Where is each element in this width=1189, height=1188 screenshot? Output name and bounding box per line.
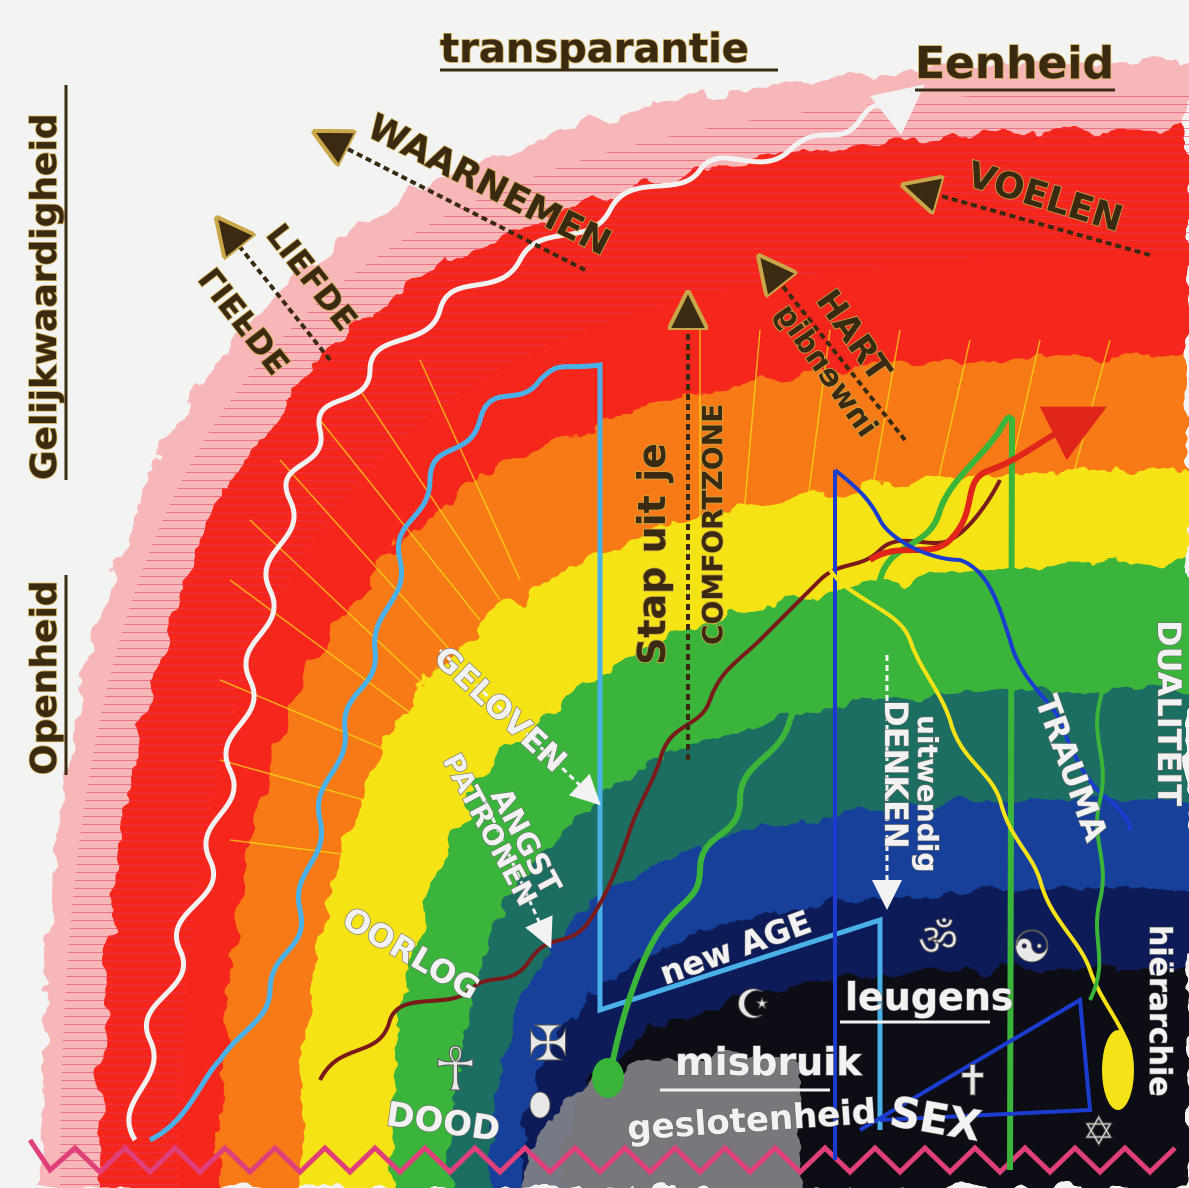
green-drip (592, 1058, 624, 1098)
label-eenheid: Eenheid (915, 38, 1114, 89)
label-gelijkwaardigheid: Gelijkwaardigheid (24, 113, 65, 480)
label-uitwendig: uitwendig (911, 715, 944, 872)
label-dualiteit: DUALITEIT (1150, 620, 1188, 806)
label-hierarchie: hiërarchie (1142, 925, 1177, 1097)
liefde-arrow (228, 232, 332, 362)
yellow-line (828, 568, 1132, 1051)
latin-cross-icon: ✝ (955, 1056, 990, 1105)
waarnemen-arrow (330, 140, 586, 272)
label-denken: DENKEN (877, 700, 915, 849)
green-outer-line (1088, 618, 1142, 1001)
white-wavy-arrow (126, 84, 925, 1142)
hart-arrow (770, 270, 907, 442)
dark-blue-line (833, 468, 1132, 1160)
teardrop-icon (529, 1091, 551, 1119)
yellow-blob (1102, 1030, 1134, 1110)
green-line (607, 414, 1016, 1171)
crescent-star-icon: ☪ (735, 982, 771, 1028)
pink-zigzag (27, 1138, 1177, 1176)
om-icon: ॐ (918, 915, 958, 966)
ankh-icon: ☥ (433, 1035, 478, 1105)
pink-hatching (60, 90, 1189, 1188)
dark-red-line (318, 479, 1002, 1081)
label-leugens: leugens (845, 975, 1014, 1019)
geloven-arrow (438, 648, 601, 806)
label-stap-uit-je: Stap uit je (630, 443, 674, 665)
light-blue-line (148, 362, 883, 1143)
blue-triangle (858, 996, 1093, 1132)
star-of-david-icon: ✡ (1082, 1109, 1116, 1155)
label-comfortzone: COMFORTZONE (696, 404, 729, 645)
label-transparantie: transparantie (440, 26, 749, 72)
yin-yang-icon: ☯ (1012, 922, 1051, 973)
cross-patee-icon: ✠ (528, 1016, 568, 1072)
label-openheid: Openheid (24, 580, 65, 775)
angst-arrow (478, 789, 553, 949)
label-misbruik: misbruik (675, 1040, 862, 1084)
